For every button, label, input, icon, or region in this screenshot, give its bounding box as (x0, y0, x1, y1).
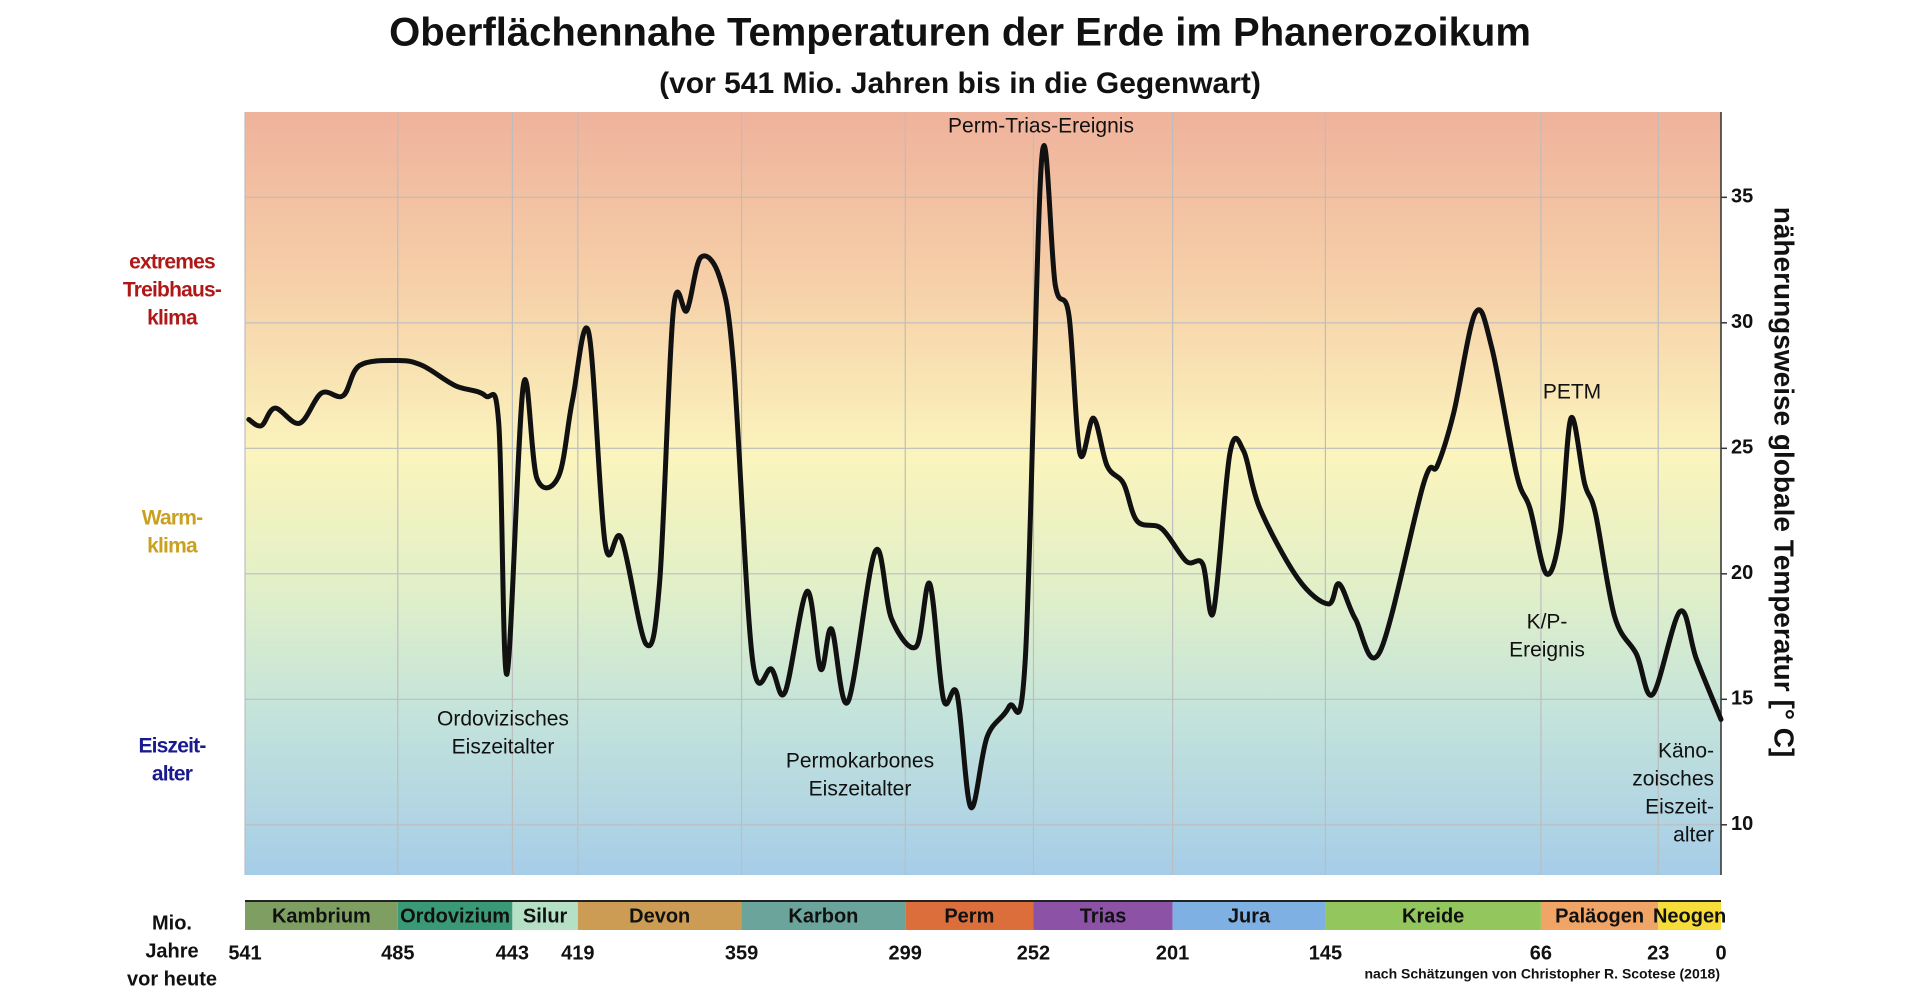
climate-label: alter (152, 763, 193, 786)
y-tick-label: 30 (1731, 311, 1753, 333)
x-tick-label: 419 (561, 942, 594, 964)
climate-label: Eiszeit- (138, 735, 206, 758)
chart-title: Oberflächennahe Temperaturen der Erde im… (389, 11, 1531, 55)
x-tick-label: 485 (381, 942, 414, 964)
annotation: Perm-Trias-Ereignis (948, 115, 1134, 138)
period-band (397, 902, 513, 930)
period-label: Kreide (1402, 905, 1464, 927)
x-axis-label: Mio. (152, 912, 192, 934)
annotation: Ereignis (1509, 639, 1585, 662)
x-tick-label: 201 (1156, 942, 1189, 964)
period-label: Devon (629, 905, 690, 927)
annotation: Ordovizisches (437, 708, 569, 731)
period-band (1033, 902, 1173, 930)
period-band (1658, 902, 1721, 930)
annotation: zoisches (1632, 768, 1714, 791)
source-note: nach Schätzungen von Christopher R. Scot… (1364, 966, 1720, 982)
x-tick-label: 23 (1647, 942, 1669, 964)
period-band (905, 902, 1034, 930)
annotation: PETM (1543, 381, 1601, 404)
annotation: Permokarbones (786, 750, 934, 773)
annotation: K/P- (1527, 611, 1568, 634)
period-band (245, 902, 398, 930)
y-tick-label: 25 (1731, 437, 1753, 459)
x-axis-label: Jahre (145, 940, 198, 962)
x-tick-label: 252 (1017, 942, 1050, 964)
climate-label: Warm- (142, 507, 203, 530)
x-tick-label: 541 (228, 942, 261, 964)
y-tick-label: 15 (1731, 688, 1753, 710)
climate-label: Treibhaus- (123, 279, 222, 302)
x-axis-label: vor heute (127, 968, 217, 990)
chart-subtitle: (vor 541 Mio. Jahren bis in die Gegenwar… (659, 67, 1261, 100)
y-tick-label: 10 (1731, 813, 1753, 835)
period-label: Kambrium (272, 905, 371, 927)
period-label: Jura (1228, 905, 1271, 927)
climate-label: klima (147, 307, 198, 330)
annotation: alter (1673, 824, 1714, 847)
period-band (512, 902, 578, 930)
annotation: Eiszeit- (1645, 796, 1714, 819)
period-band (1172, 902, 1326, 930)
period-band (1540, 902, 1659, 930)
period-band (577, 902, 742, 930)
y-tick-label: 35 (1731, 186, 1753, 208)
x-tick-label: 359 (725, 942, 758, 964)
y-axis-label: näherungsweise globale Temperatur [° C] (1769, 207, 1800, 758)
annotation: Eiszeitalter (809, 778, 912, 801)
temperature-line (246, 143, 1724, 810)
climate-label: extremes (129, 251, 215, 274)
period-label: Trias (1080, 905, 1127, 927)
period-label: Karbon (788, 905, 858, 927)
period-label: Neogen (1653, 905, 1726, 927)
annotation: Eiszeitalter (452, 736, 555, 759)
annotation: Käno- (1658, 740, 1714, 763)
period-label: Perm (944, 905, 994, 927)
period-label: Silur (523, 905, 568, 927)
period-label: Ordovizium (400, 905, 510, 927)
x-tick-label: 0 (1715, 942, 1726, 964)
x-tick-label: 299 (889, 942, 922, 964)
period-band (1325, 902, 1541, 930)
x-tick-label: 443 (496, 942, 529, 964)
y-tick-label: 20 (1731, 562, 1753, 584)
x-tick-label: 66 (1530, 942, 1552, 964)
x-tick-label: 145 (1309, 942, 1342, 964)
climate-label: klima (147, 535, 198, 558)
period-band (741, 902, 906, 930)
period-label: Paläogen (1555, 905, 1644, 927)
